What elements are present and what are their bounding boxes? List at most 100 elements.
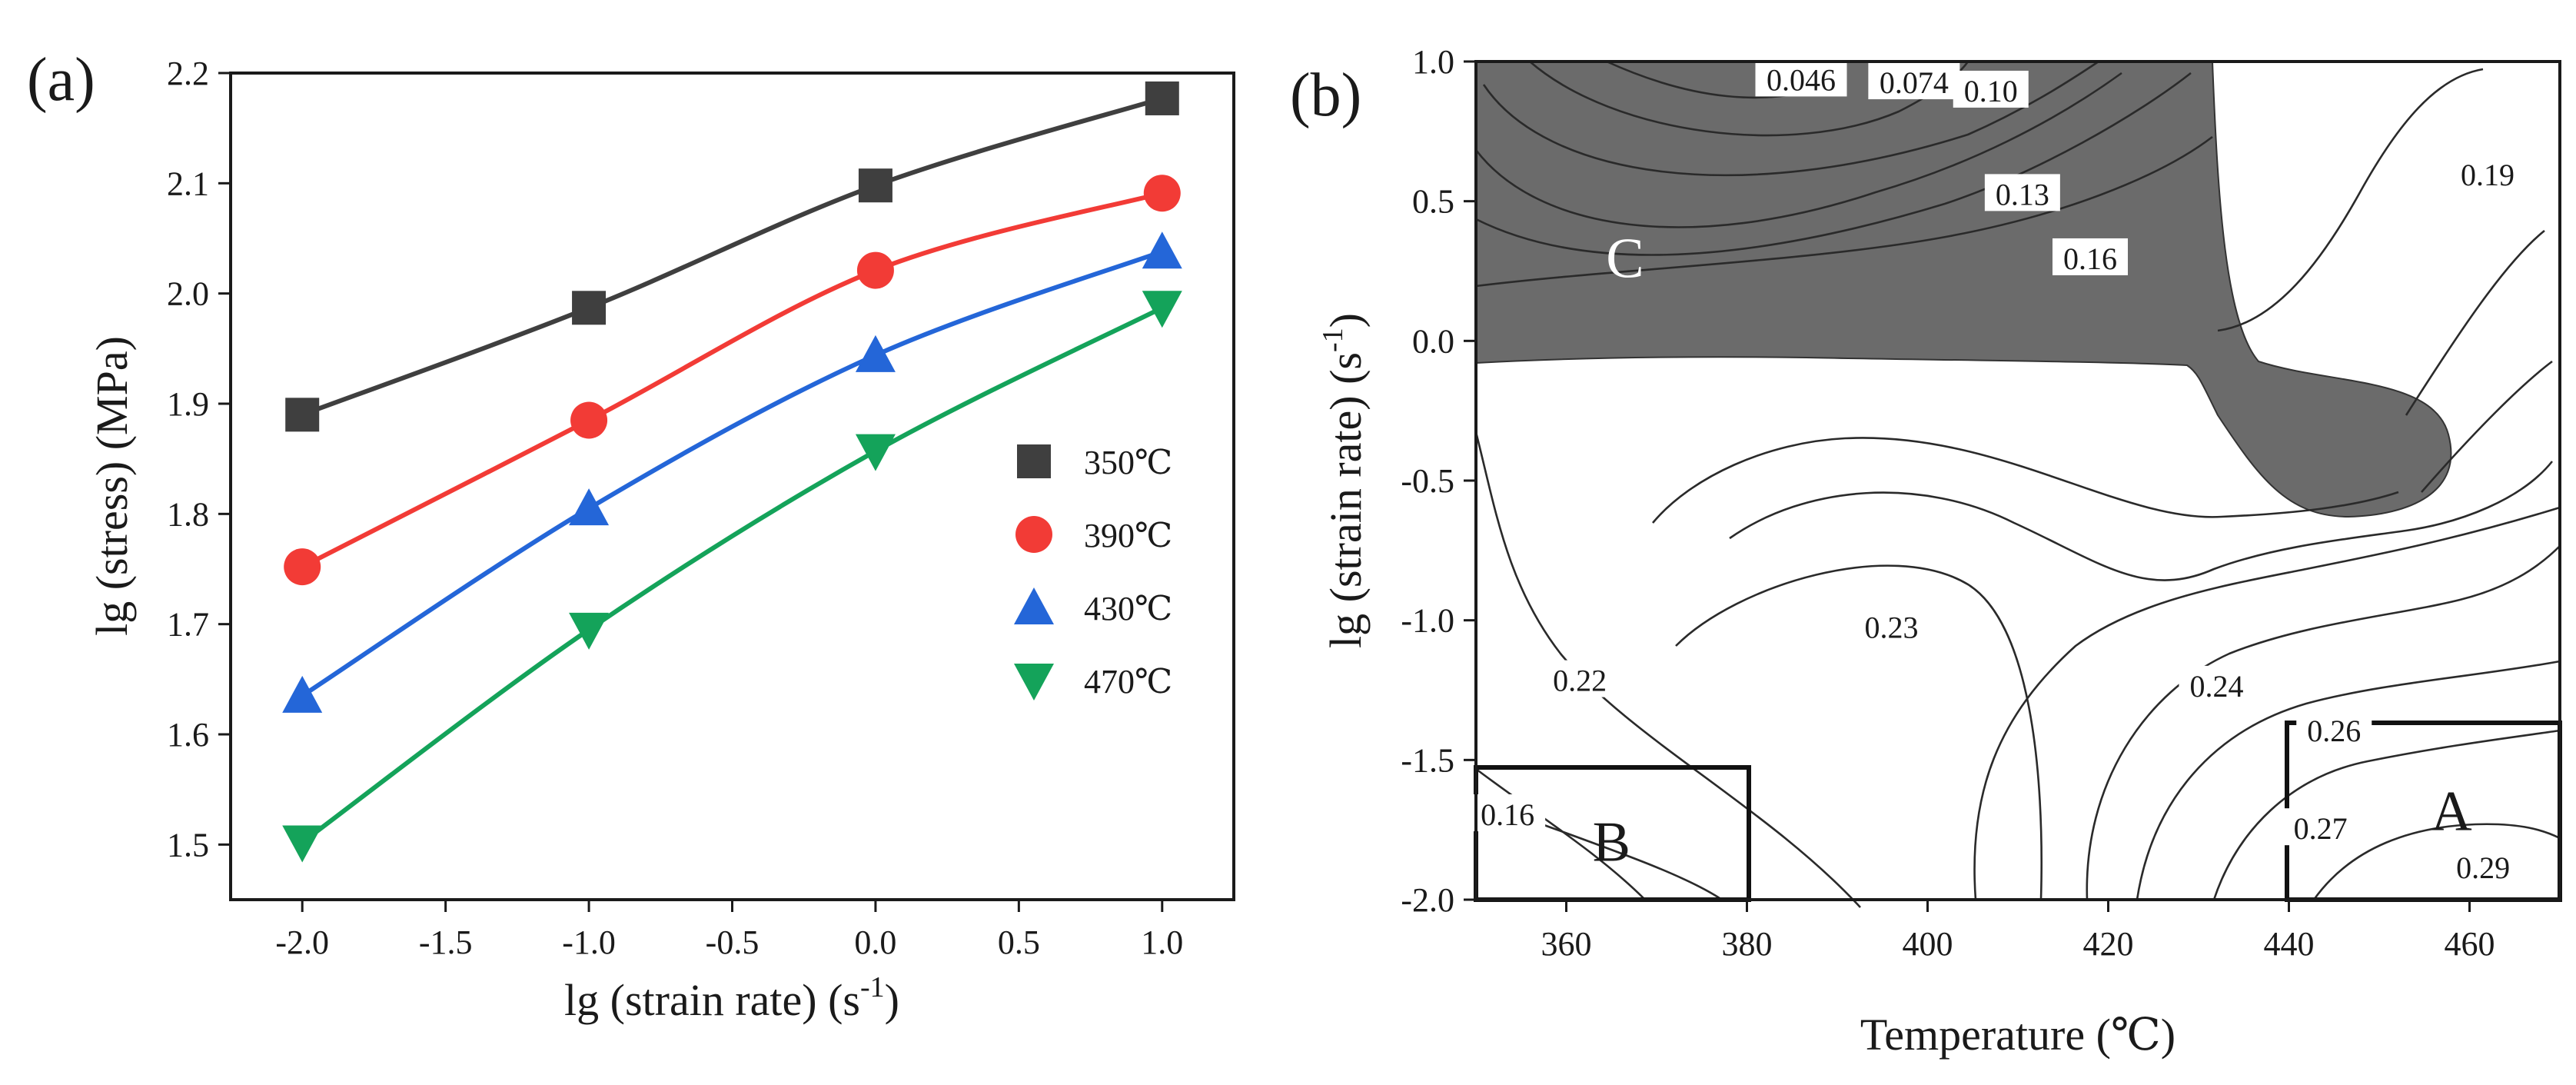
y-tick-label: 1.7	[167, 606, 209, 644]
contour-023	[1729, 461, 2554, 581]
region-label-c: C	[1606, 227, 1644, 290]
data-point	[856, 251, 894, 289]
y-tick-label: 2.2	[167, 55, 209, 92]
y-tick-label: -1.5	[1401, 741, 1454, 779]
panel-b-label: (b)	[1290, 62, 1361, 129]
series-line-2	[301, 249, 1163, 698]
contour-label: 0.16	[2063, 241, 2117, 276]
contour-label: 0.19	[2461, 158, 2515, 192]
data-point	[285, 398, 320, 432]
contour-019	[2217, 68, 2484, 332]
contour-026	[2136, 660, 2561, 900]
contour-label: 0.22	[1553, 664, 1607, 698]
legend-label: 350℃	[1084, 444, 1172, 481]
y-tick-label: 1.0	[1412, 43, 1454, 81]
contour-016	[1475, 135, 2213, 288]
panel-a-series-lines	[301, 96, 1164, 844]
y-tick-label: -0.5	[1401, 462, 1454, 500]
y-tick-label: 1.8	[167, 495, 209, 533]
contour-label-bg	[1953, 70, 2029, 108]
contour-label-bg	[1868, 62, 1960, 100]
legend-label: 430℃	[1084, 590, 1172, 627]
panel-b-x-ticks: 360 380 400 420 440 460	[1541, 900, 2495, 963]
contour-029	[2312, 823, 2561, 900]
y-tick-label: 1.5	[167, 826, 209, 864]
legend-marker	[1014, 664, 1054, 701]
panel-b-contour-map: (b) 0.046 0.0	[1290, 43, 2562, 1060]
contour-020	[2405, 229, 2545, 416]
contour-label: 0.046	[1767, 62, 1836, 97]
contour-label-bg	[1470, 794, 1546, 831]
data-point	[1145, 81, 1179, 115]
contour-label-bg	[2282, 808, 2358, 846]
contour-label: 0.074	[1880, 65, 1949, 100]
x-tick-label: -0.5	[706, 924, 760, 961]
legend-marker	[1017, 444, 1051, 478]
panel-b-y-ticks: -2.0 -1.5 -1.0 -0.5 0.0 0.5 1.0	[1401, 43, 1476, 919]
x-tick-label: 360	[1541, 925, 1592, 963]
y-tick-label: 1.6	[167, 716, 209, 754]
legend-marker	[1014, 587, 1054, 624]
data-point	[282, 825, 323, 863]
x-tick-label: 440	[2264, 925, 2315, 963]
series-line-3	[301, 305, 1164, 844]
x-tick-label: 0.0	[854, 924, 896, 961]
data-point	[855, 434, 896, 471]
contour-label: 0.10	[1964, 74, 2018, 108]
series-line-0	[301, 96, 1163, 418]
contour-022b	[1475, 767, 1646, 900]
contour-label-bg	[2445, 847, 2521, 885]
panel-a-x-ticks: -2.0 -1.5 -1.0 -0.5 0.0 0.5 1.0	[275, 900, 1183, 961]
contour-010	[1482, 60, 2099, 177]
contour-label: 0.29	[2456, 850, 2510, 885]
panel-b-y-axis-title: lg (strain rate) (s-1)	[1317, 313, 1371, 648]
legend-label: 390℃	[1084, 517, 1172, 554]
data-point	[570, 401, 608, 439]
x-tick-label: -1.5	[419, 924, 473, 961]
panel-a-label: (a)	[27, 46, 95, 114]
contour-label-bg	[2450, 154, 2525, 191]
panel-a-legend: 350℃ 390℃ 430℃ 470℃	[1014, 444, 1172, 701]
contour-label: 0.16	[1481, 797, 1534, 832]
contour-lines	[1474, 60, 2561, 908]
data-point	[858, 168, 892, 203]
contour-label: 0.26	[2307, 714, 2361, 748]
data-point	[1142, 231, 1182, 269]
region-label-b: B	[1593, 811, 1630, 874]
panel-a-frame	[229, 72, 1235, 901]
data-point	[569, 612, 610, 650]
panel-a-markers	[282, 81, 1182, 863]
contour-label-bg	[1542, 660, 1618, 697]
data-point	[569, 488, 610, 526]
x-tick-label: 1.0	[1141, 924, 1183, 961]
panel-a-y-axis-title: lg (stress) (MPa)	[87, 336, 137, 636]
contour-label-bg	[2179, 665, 2255, 703]
y-tick-label: -1.0	[1401, 602, 1454, 640]
contour-013-upper	[1474, 72, 2122, 228]
contour-label-bg	[1984, 174, 2060, 211]
contour-023-lower	[1675, 564, 2043, 900]
contour-027	[2212, 729, 2561, 900]
legend-label: 470℃	[1084, 663, 1172, 701]
data-point	[284, 548, 321, 586]
data-point	[1142, 291, 1182, 328]
y-tick-label: 1.9	[167, 385, 209, 423]
contour-label: 0.24	[2190, 669, 2244, 704]
series-line-1	[301, 191, 1163, 569]
contour-0235	[1652, 437, 2399, 524]
y-tick-label: 0.5	[1412, 183, 1454, 221]
legend-marker	[1015, 516, 1052, 553]
x-tick-label: -2.0	[275, 924, 329, 961]
contour-label: 0.13	[1996, 177, 2049, 211]
contour-label: 0.23	[1865, 611, 1919, 645]
contour-label: 0.27	[2294, 811, 2348, 846]
contour-024	[2086, 545, 2561, 900]
contour-label-bg	[2052, 238, 2128, 275]
data-point	[855, 334, 896, 372]
data-point	[572, 291, 607, 325]
panel-a-x-axis-title: lg (strain rate) (s-1)	[564, 971, 899, 1025]
x-tick-label: 380	[1722, 925, 1773, 963]
data-point	[282, 675, 323, 713]
panel-a-plot-area	[282, 81, 1182, 863]
